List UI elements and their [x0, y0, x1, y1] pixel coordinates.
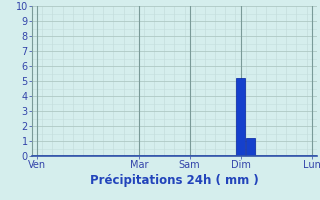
Bar [236, 78, 245, 156]
X-axis label: Précipitations 24h ( mm ): Précipitations 24h ( mm ) [90, 174, 259, 187]
Bar [246, 138, 255, 156]
